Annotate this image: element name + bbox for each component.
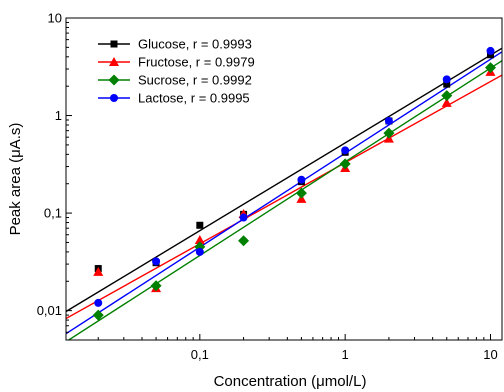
data-point-series-4 [94,298,103,307]
y-tick-label: 0,01 [37,303,62,318]
fit-lines [66,47,502,340]
legend-marker [109,57,119,66]
data-point-series-4 [195,247,204,256]
data-point-series-2 [93,266,104,276]
fit-line-2 [66,74,502,320]
fit-line-4 [66,51,502,335]
legend: Glucose, r = 0.9993 Fructose, r = 0.9979 S… [98,37,255,106]
x-tick-label: 0,1 [191,347,209,362]
y-tick-label: 1 [55,108,62,123]
x-tick-label: 1 [342,347,349,362]
fit-line-1 [66,47,502,313]
data-point-series-3 [484,62,496,74]
data-point-series-4 [297,175,306,184]
legend-label: Sucrose, r = 0.9992 [138,73,252,88]
legend-label: Lactose, r = 0.9995 [138,91,250,106]
data-point-series-3 [383,127,395,139]
data-point-series-1 [196,221,204,229]
legend-label: Fructose, r = 0.9979 [138,55,255,70]
legend-marker [110,40,118,48]
legend-marker [108,74,120,86]
data-point-series-1 [443,80,451,88]
x-axis-title: Concentration (μmol/L) [214,373,367,390]
data-point-series-2 [194,234,205,244]
legend-marker [110,94,118,102]
data-point-series-3 [441,90,453,102]
y-tick-label: 0,1 [44,206,62,221]
data-point-series-3 [150,280,162,292]
fit-line-3 [67,60,502,340]
x-tick-label: 10 [483,347,497,362]
data-point-series-3 [295,187,307,199]
data-point-series-4 [442,75,451,84]
legend-label: Glucose, r = 0.9993 [138,37,252,52]
data-point-series-3 [238,235,250,247]
data-point-series-4 [486,46,495,55]
plot-frame [65,17,503,341]
data-point-series-3 [339,158,351,170]
data-point-series-3 [92,309,104,321]
data-markers [92,46,496,321]
axes: 0,1 1 10 0,01 0,1 1 10 [37,11,498,363]
data-point-series-2 [441,97,452,107]
y-tick-label: 10 [48,11,62,26]
data-point-series-4 [341,146,350,155]
data-point-series-4 [152,257,161,266]
data-point-series-4 [239,213,248,222]
data-point-series-4 [384,116,393,125]
y-axis-title: Peak area (μA.s) [7,123,24,236]
